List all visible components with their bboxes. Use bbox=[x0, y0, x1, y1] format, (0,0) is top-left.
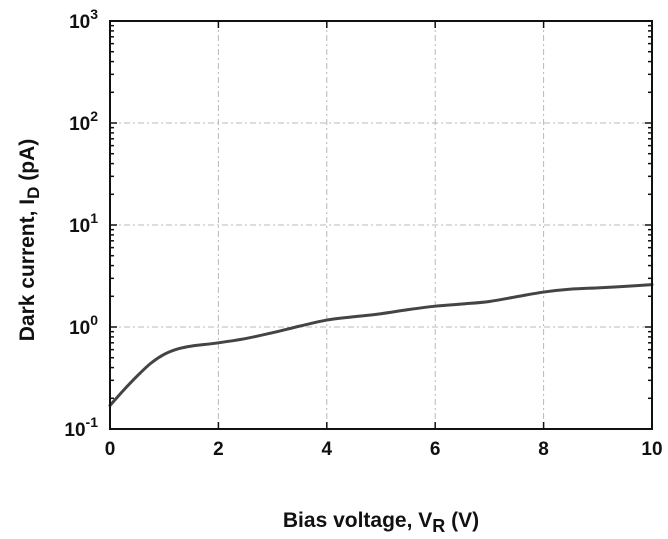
y-tick-label: 101 bbox=[69, 210, 98, 237]
y-tick-base: 10 bbox=[69, 216, 90, 237]
x-axis-label: Bias voltage, VR (V) bbox=[283, 509, 479, 536]
x-tick-label: 0 bbox=[105, 439, 116, 460]
y-tick-label: 103 bbox=[69, 6, 98, 33]
x-axis-label-unit: (V) bbox=[445, 509, 479, 532]
plot-area bbox=[108, 283, 654, 407]
y-axis-label: Dark current, ID (pA) bbox=[16, 139, 43, 342]
y-tick-exponent: 2 bbox=[90, 108, 98, 124]
x-axis-label-subscript: R bbox=[432, 516, 445, 536]
grid-lines bbox=[110, 21, 652, 429]
y-axis-label-main: Dark current, I bbox=[16, 199, 39, 341]
x-axis-label-main: Bias voltage, V bbox=[283, 509, 432, 532]
x-tick-label: 8 bbox=[538, 439, 549, 460]
y-axis-label-unit: (pA) bbox=[16, 139, 39, 187]
y-tick-base: 10 bbox=[64, 420, 85, 441]
y-tick-base: 10 bbox=[69, 318, 90, 339]
x-tick-label: 10 bbox=[641, 439, 662, 460]
y-tick-label: 10-1 bbox=[64, 414, 98, 441]
y-tick-base: 10 bbox=[69, 114, 90, 135]
y-tick-exponent: 3 bbox=[90, 6, 98, 22]
y-tick-exponent: 1 bbox=[90, 210, 98, 226]
x-tick-label: 6 bbox=[430, 439, 441, 460]
y-tick-label: 100 bbox=[69, 312, 98, 339]
x-tick-labels: 0 2 4 6 8 10 bbox=[105, 439, 663, 460]
y-axis-label-subscript: D bbox=[24, 187, 43, 199]
x-tick-label: 2 bbox=[213, 439, 224, 460]
ticks bbox=[109, 20, 653, 430]
y-tick-exponent: 0 bbox=[90, 312, 98, 328]
y-tick-label: 102 bbox=[69, 108, 98, 135]
y-tick-base: 10 bbox=[69, 12, 90, 33]
y-tick-exponent: -1 bbox=[86, 414, 99, 430]
x-tick-label: 4 bbox=[322, 439, 333, 460]
dark-current-series-line bbox=[108, 283, 654, 407]
